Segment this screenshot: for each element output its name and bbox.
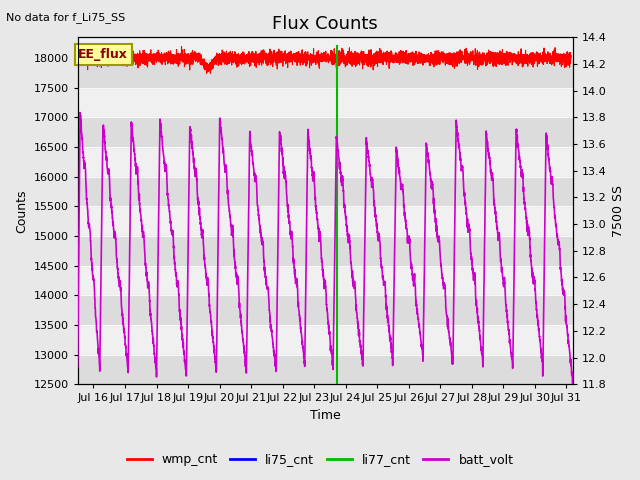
Text: No data for f_Li75_SS: No data for f_Li75_SS [6, 12, 125, 23]
Y-axis label: 7500 SS: 7500 SS [612, 185, 625, 237]
Bar [77, 58, 573, 88]
Bar [77, 177, 573, 206]
Bar [77, 355, 573, 384]
Bar [77, 236, 573, 265]
Legend: wmp_cnt, li75_cnt, li77_cnt, batt_volt: wmp_cnt, li75_cnt, li77_cnt, batt_volt [122, 448, 518, 471]
Bar [77, 295, 573, 325]
Text: EE_flux: EE_flux [78, 48, 128, 61]
Bar [77, 118, 573, 147]
Title: Flux Counts: Flux Counts [272, 15, 378, 33]
Y-axis label: Counts: Counts [15, 189, 28, 232]
X-axis label: Time: Time [310, 409, 340, 422]
